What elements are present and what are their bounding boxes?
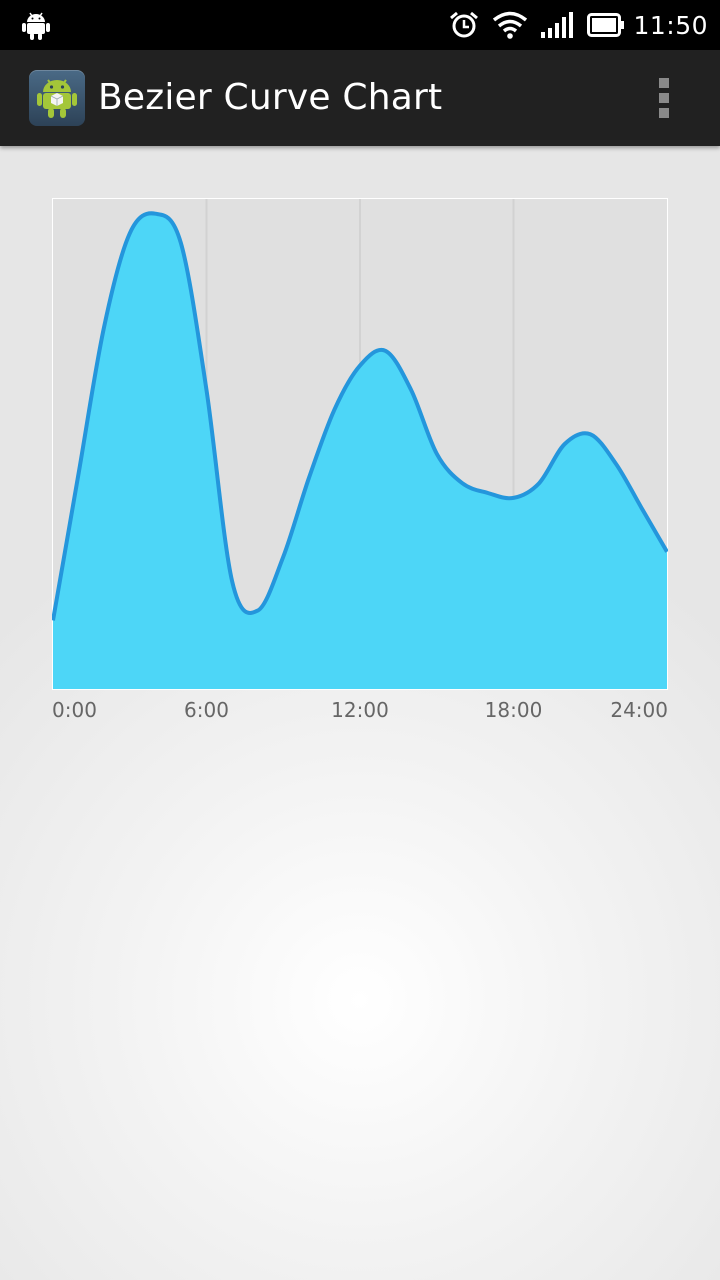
status-clock: 11:50 [633,10,708,40]
bezier-curve-chart: 0:00 6:00 12:00 18:00 24:00 [52,198,668,728]
x-tick-label: 12:00 [331,698,389,722]
alarm-icon [450,11,479,38]
x-tick-label: 24:00 [610,698,668,722]
x-tick-label: 6:00 [184,698,229,722]
series-area [53,213,667,689]
overflow-menu-icon[interactable] [652,76,676,120]
android-app-icon[interactable] [29,70,85,126]
x-tick-label: 18:00 [485,698,543,722]
x-tick-label: 0:00 [52,698,97,722]
page-title: Bezier Curve Chart [98,77,443,118]
action-bar: Bezier Curve Chart [0,50,720,146]
wifi-icon [493,11,528,39]
battery-icon [587,13,625,37]
android-notification-icon [22,12,50,40]
series-line [52,211,668,621]
chart-svg: 0:00 6:00 12:00 18:00 24:00 [52,198,668,722]
status-bar: 11:50 [0,0,720,50]
signal-icon [541,12,574,38]
